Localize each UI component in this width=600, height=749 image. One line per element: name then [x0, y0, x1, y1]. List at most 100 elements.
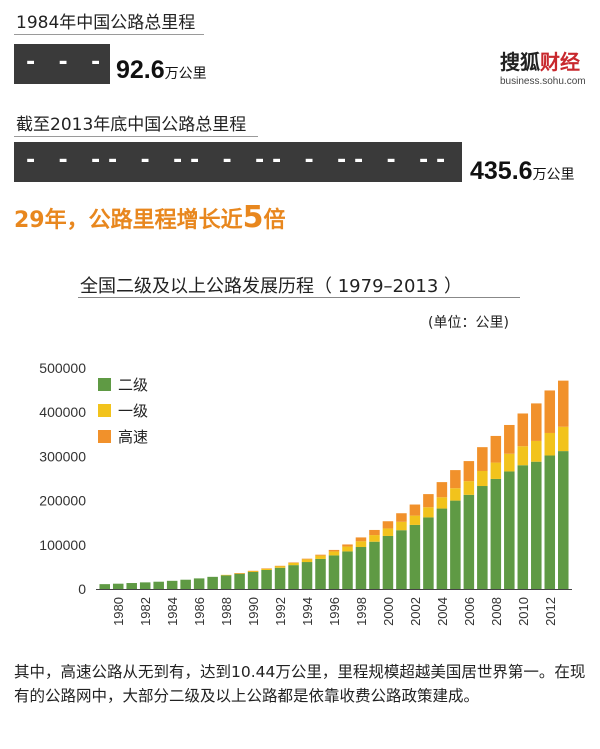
bar-express [274, 565, 286, 567]
bar-second [355, 547, 367, 589]
bar-second [369, 541, 380, 589]
label-2013: 截至2013年底中国公路总里程 [16, 115, 247, 135]
bar-second [423, 517, 434, 589]
bar-express [490, 435, 502, 463]
y-tick-label: 100000 [39, 537, 86, 553]
legend-label: 二级 [118, 376, 148, 394]
x-tick-label: 1998 [354, 597, 369, 626]
bar-first [531, 440, 542, 462]
legend-label: 一级 [118, 402, 148, 420]
y-tick-label: 400000 [39, 404, 86, 420]
legend-swatch [98, 404, 111, 417]
y-tick-label: 0 [78, 581, 86, 597]
value-1984-unit: 万公里 [164, 66, 207, 82]
bar-first [450, 488, 461, 501]
x-tick-label: 1986 [192, 597, 207, 626]
y-tick-label: 300000 [39, 448, 86, 464]
road-dash: - - - [24, 50, 106, 75]
x-tick-label: 1996 [327, 597, 342, 626]
bar-second [504, 471, 515, 589]
bar-first [517, 446, 529, 466]
x-tick-label: 1990 [246, 597, 261, 626]
bar-first [558, 426, 569, 452]
bar-first [301, 559, 313, 563]
bar-first [477, 470, 488, 487]
bar-second [288, 565, 299, 589]
road-bar-2013: - - - - - - - - - - - - - - - - [14, 142, 462, 182]
x-tick-label: 2004 [435, 597, 450, 626]
sohu-business-logo: 搜狐财经 business.sohu.com [500, 46, 586, 87]
bar-express [369, 529, 380, 536]
x-tick-label: 1980 [111, 597, 126, 626]
bar-second [301, 562, 313, 589]
bar-second [382, 535, 394, 589]
bar-first [463, 481, 475, 495]
bar-second [490, 478, 502, 589]
bar-first [423, 507, 434, 518]
bar-express [544, 390, 556, 433]
bar-first [220, 574, 232, 576]
bar-second [477, 486, 488, 589]
bar-first [490, 462, 502, 479]
legend-label: 高速 [118, 428, 148, 446]
bar-second [558, 451, 569, 589]
bar-express [301, 558, 313, 560]
chart-unit-label: (单位：公里) [428, 315, 509, 331]
bar-first [261, 568, 272, 570]
bar-first [369, 535, 380, 542]
bar-second [153, 581, 164, 589]
bar-second [193, 578, 205, 589]
bar-second [180, 579, 191, 589]
bar-express [504, 424, 515, 454]
bar-second [544, 455, 556, 589]
bar-second [517, 465, 529, 589]
bar-second [126, 583, 137, 589]
road-dash: - [434, 148, 451, 173]
bar-second [112, 583, 124, 589]
y-tick-label: 200000 [39, 493, 86, 509]
value-2013-number: 435.6 [470, 157, 533, 185]
bar-second [450, 500, 461, 589]
bar-second [166, 580, 178, 589]
bar-second [436, 508, 448, 589]
bar-second [409, 524, 421, 589]
bar-express [261, 568, 272, 569]
bar-second [220, 575, 232, 589]
bar-second [139, 582, 151, 589]
bar-first [382, 528, 394, 536]
caption: 其中，高速公路从无到有，达到10.44万公里，里程规模超越美国居世界第一。在现有… [14, 663, 586, 705]
bar-second [463, 494, 475, 589]
bar-first [315, 555, 326, 559]
bar-second [99, 584, 110, 589]
value-2013-unit: 万公里 [532, 167, 575, 183]
x-tick-label: 1988 [219, 597, 234, 626]
bar-express [558, 380, 569, 427]
bar-first [544, 432, 556, 456]
bar-first [409, 515, 421, 525]
bar-second [247, 571, 259, 589]
road-dash: - - - [188, 148, 270, 173]
bar-second [234, 573, 245, 589]
x-tick-label: 1994 [300, 597, 315, 626]
bar-express [531, 403, 542, 441]
headline-text: 29年，公路里程增长近 [14, 208, 243, 233]
bar-first [288, 563, 299, 566]
headline-number: 5 [242, 200, 264, 235]
chart-svg: 0 100000 200000 300000 400000 500000 1980 1982 1… [39, 360, 572, 626]
chart-title-underline [78, 297, 520, 298]
x-tick-label: 2012 [543, 597, 558, 626]
bar-second [328, 555, 340, 589]
bar-second [342, 551, 353, 589]
bar-express [396, 513, 407, 522]
bar-express [517, 413, 529, 447]
bar-express [450, 470, 461, 489]
x-tick-label: 2000 [381, 597, 396, 626]
bar-express [463, 461, 475, 482]
road-dash: - - - [352, 148, 434, 173]
bar-first [504, 453, 515, 472]
value-2013: 435.6万公里 [470, 157, 575, 186]
logo-url: business.sohu.com [500, 76, 586, 87]
bar-second [274, 567, 286, 589]
bar-first [436, 497, 448, 509]
x-tick-label: 1992 [273, 597, 288, 626]
